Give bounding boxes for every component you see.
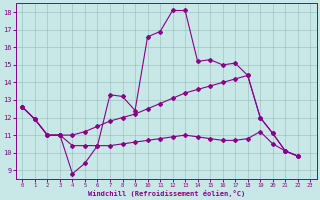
X-axis label: Windchill (Refroidissement éolien,°C): Windchill (Refroidissement éolien,°C) [88, 190, 245, 197]
